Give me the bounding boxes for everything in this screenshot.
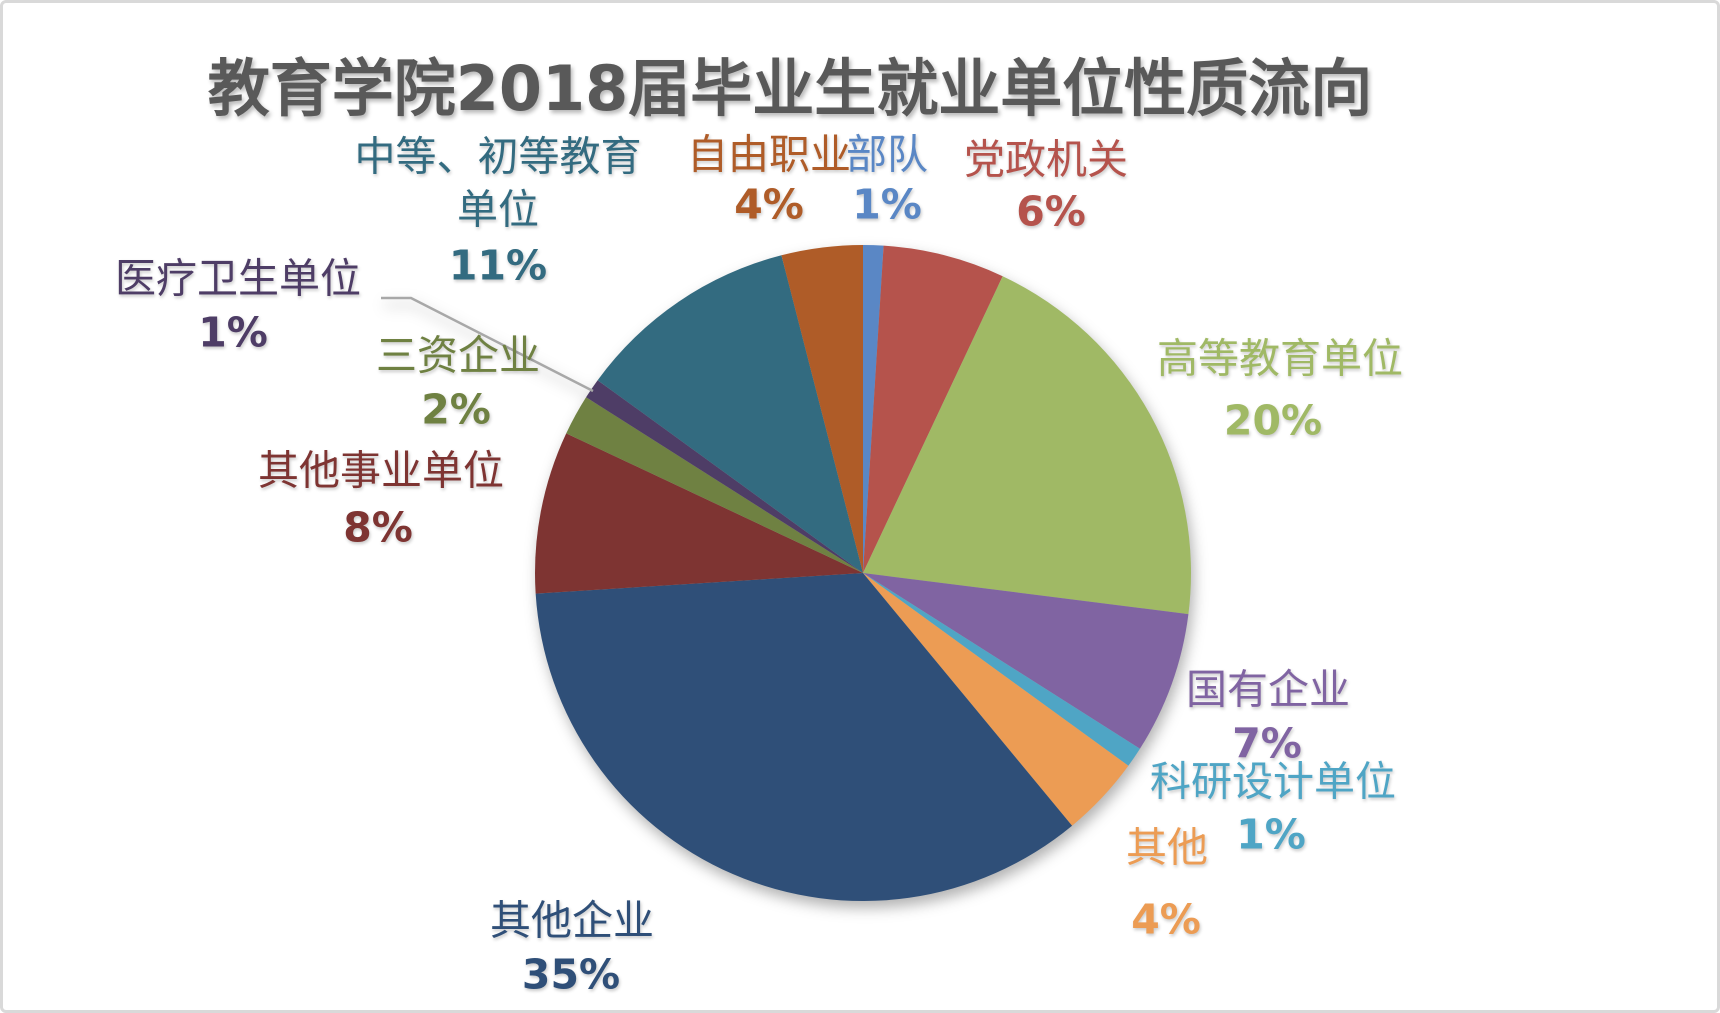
pie-slice-11 [781, 245, 863, 573]
pie-slice-10 [597, 255, 863, 574]
leader-line [381, 296, 594, 393]
pie-slice-7 [535, 433, 863, 594]
chart-title: 教育学院2018届毕业生就业单位性质流向 [207, 52, 1373, 125]
pie-slice-6 [535, 573, 1073, 902]
pie-slice-8 [566, 397, 863, 573]
pie-slice-9 [586, 380, 863, 573]
pie-slice-5 [863, 573, 1129, 826]
pie-chart-svg [381, 245, 1191, 902]
pie-slice-2 [863, 276, 1191, 615]
pie-slice-3 [863, 573, 1189, 749]
pie-slice-0 [863, 245, 884, 573]
pie-slice-4 [863, 573, 1140, 766]
pie-slice-1 [863, 245, 1003, 573]
